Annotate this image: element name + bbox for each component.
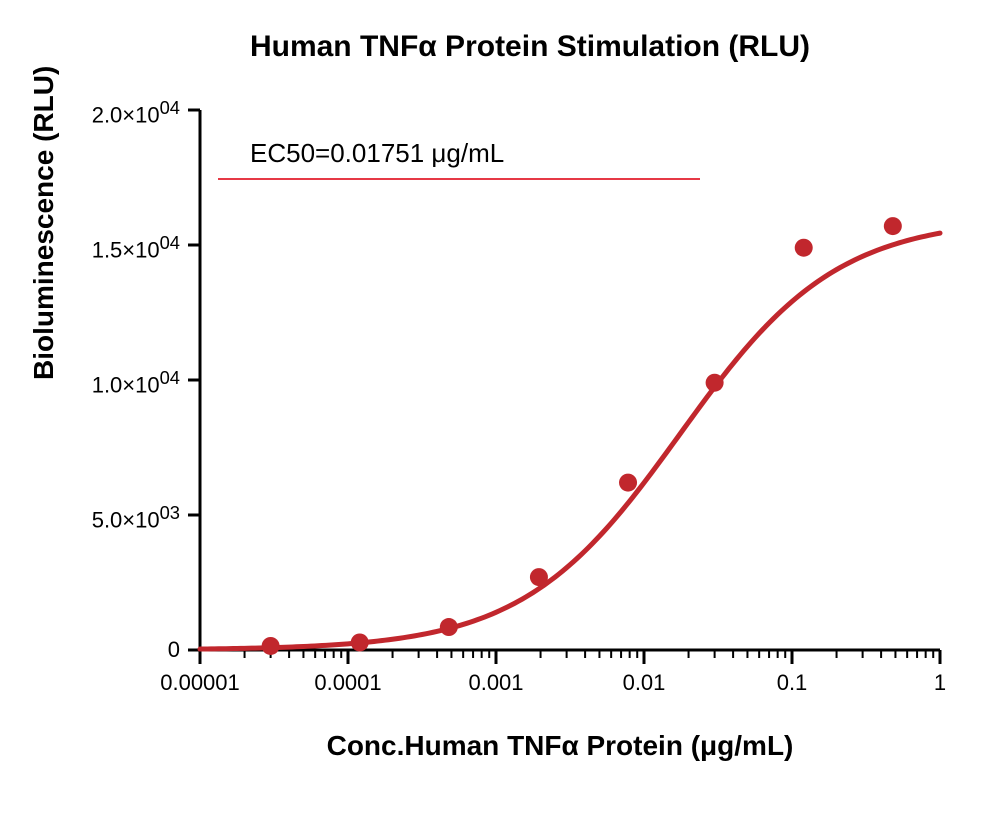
x-tick-label: 1 (934, 670, 946, 696)
y-tick-label: 5.0×1003 (92, 502, 180, 533)
y-tick-label: 0 (168, 637, 180, 663)
x-tick-label: 0.1 (777, 670, 808, 696)
y-tick-label: 1.5×1004 (92, 232, 180, 263)
x-tick-label: 0.0001 (314, 670, 381, 696)
y-tick-label: 2.0×1004 (92, 97, 180, 128)
chart-title: Human TNFα Protein Stimulation (RLU) (0, 30, 1000, 64)
y-tick-label: 1.0×1004 (92, 367, 180, 398)
x-tick-label: 0.00001 (160, 670, 240, 696)
x-axis-label: Conc.Human TNFα Protein (μg/mL) (0, 730, 1000, 762)
chart-container: Human TNFα Protein Stimulation (RLU) Bio… (0, 0, 1000, 822)
plot-area (200, 110, 940, 650)
x-tick-label: 0.01 (623, 670, 666, 696)
y-axis-label: Bioluminescence (RLU) (28, 66, 60, 380)
x-tick-label: 0.001 (468, 670, 523, 696)
